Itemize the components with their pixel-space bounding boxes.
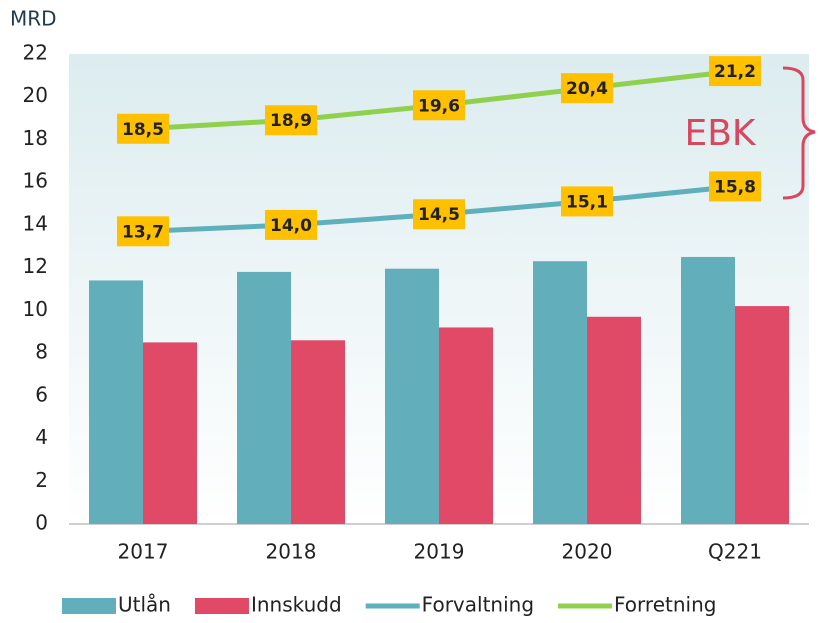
value-label-box (709, 56, 761, 87)
value-label: 14,0 (270, 216, 312, 236)
legend-label: Innskudd (251, 593, 342, 617)
bar (735, 306, 789, 524)
legend-label: Forvaltning (422, 593, 534, 617)
y-tick-label: 10 (23, 297, 48, 321)
legend-swatch (194, 598, 249, 614)
x-tick-label: 2017 (118, 540, 169, 564)
bar (385, 268, 439, 524)
y-tick-label: 6 (35, 382, 48, 406)
y-tick-label: 8 (35, 340, 48, 364)
y-axis-label: MRD (10, 7, 57, 31)
legend-swatch (62, 598, 116, 614)
value-label-box (117, 216, 169, 247)
value-label: 15,8 (714, 177, 756, 197)
value-label-box (413, 90, 465, 121)
value-label-box (265, 209, 317, 240)
value-label-box (413, 199, 465, 230)
value-label-box (265, 105, 317, 136)
value-label-box (561, 186, 613, 217)
y-tick-label: 16 (23, 169, 48, 193)
value-label-box (709, 171, 761, 202)
value-label: 13,7 (122, 222, 164, 242)
bar (587, 316, 641, 524)
y-tick-label: 22 (23, 41, 48, 65)
y-tick-label: 12 (23, 254, 48, 278)
bar (143, 342, 197, 524)
bar (89, 280, 143, 524)
bar (681, 256, 735, 524)
value-label: 15,1 (566, 192, 608, 212)
y-tick-label: 20 (23, 83, 48, 107)
value-label-box (117, 113, 169, 144)
bar (237, 271, 291, 524)
y-tick-label: 0 (35, 511, 48, 535)
legend-label: Forretning (614, 593, 716, 617)
bar (439, 327, 493, 524)
value-label: 18,5 (122, 120, 164, 140)
x-tick-label: 2018 (266, 540, 317, 564)
bar (533, 261, 587, 524)
legend-label: Utlån (118, 593, 171, 617)
y-tick-label: 2 (35, 468, 48, 492)
bar (291, 340, 345, 524)
x-tick-label: 2019 (414, 540, 465, 564)
value-label: 20,4 (566, 79, 608, 99)
annotation: EBK (684, 113, 756, 154)
bracket (782, 66, 816, 200)
y-tick-label: 18 (23, 126, 48, 150)
value-label: 21,2 (714, 62, 756, 82)
value-label: 19,6 (418, 96, 460, 116)
x-tick-label: Q221 (708, 540, 762, 564)
value-label: 18,9 (270, 111, 312, 131)
y-tick-label: 4 (35, 425, 48, 449)
y-tick-label: 14 (23, 211, 48, 235)
x-tick-label: 2020 (562, 540, 613, 564)
value-label-box (561, 73, 613, 104)
value-label: 14,5 (418, 205, 460, 225)
